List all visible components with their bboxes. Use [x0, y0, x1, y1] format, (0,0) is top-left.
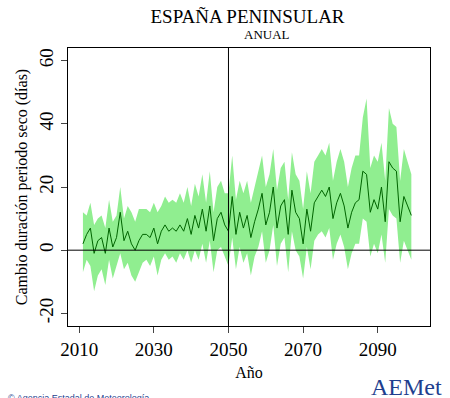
svg-text:2050: 2050: [209, 339, 247, 360]
svg-text:2090: 2090: [359, 339, 397, 360]
svg-text:-20: -20: [36, 298, 57, 323]
svg-text:Cambio duración periodo seco (: Cambio duración periodo seco (días): [13, 69, 31, 305]
svg-text:Año: Año: [235, 364, 263, 381]
svg-text:© Agencia Estadal de Meteorolo: © Agencia Estadal de Meteorología: [8, 393, 149, 398]
svg-text:2010: 2010: [60, 339, 98, 360]
svg-text:ANUAL: ANUAL: [244, 27, 290, 42]
svg-text:ESPAÑA PENINSULAR: ESPAÑA PENINSULAR: [150, 6, 344, 27]
svg-text:0: 0: [36, 243, 57, 253]
svg-text:2070: 2070: [284, 339, 322, 360]
svg-text:20: 20: [36, 175, 57, 194]
svg-text:2030: 2030: [135, 339, 173, 360]
svg-text:60: 60: [36, 48, 57, 67]
svg-text:AEMet: AEMet: [371, 374, 442, 398]
svg-text:40: 40: [36, 111, 57, 130]
